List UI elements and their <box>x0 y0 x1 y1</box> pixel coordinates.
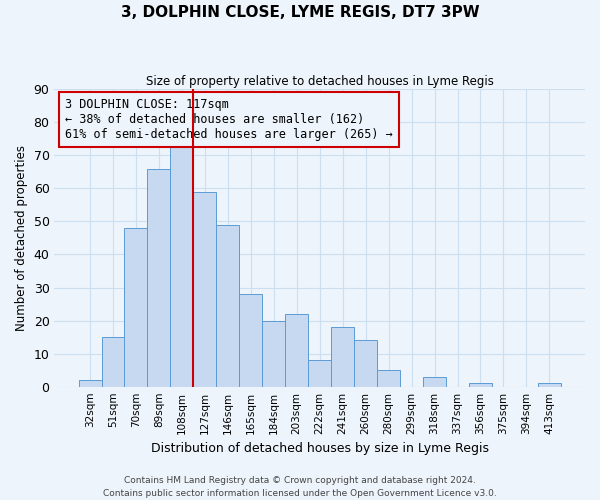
Title: Size of property relative to detached houses in Lyme Regis: Size of property relative to detached ho… <box>146 75 494 88</box>
Bar <box>354 340 377 386</box>
Text: 3 DOLPHIN CLOSE: 117sqm
← 38% of detached houses are smaller (162)
61% of semi-d: 3 DOLPHIN CLOSE: 117sqm ← 38% of detache… <box>65 98 393 141</box>
Bar <box>331 327 354 386</box>
Bar <box>285 314 308 386</box>
Bar <box>148 168 170 386</box>
Bar <box>101 337 124 386</box>
Text: 3, DOLPHIN CLOSE, LYME REGIS, DT7 3PW: 3, DOLPHIN CLOSE, LYME REGIS, DT7 3PW <box>121 5 479 20</box>
Text: Contains HM Land Registry data © Crown copyright and database right 2024.
Contai: Contains HM Land Registry data © Crown c… <box>103 476 497 498</box>
Bar <box>170 146 193 386</box>
Bar <box>239 294 262 386</box>
Bar <box>377 370 400 386</box>
Bar <box>217 224 239 386</box>
Bar <box>308 360 331 386</box>
Bar <box>423 377 446 386</box>
Bar <box>79 380 101 386</box>
Bar <box>193 192 217 386</box>
Bar <box>538 384 561 386</box>
Y-axis label: Number of detached properties: Number of detached properties <box>15 145 28 331</box>
Bar <box>262 320 285 386</box>
X-axis label: Distribution of detached houses by size in Lyme Regis: Distribution of detached houses by size … <box>151 442 489 455</box>
Bar <box>469 384 492 386</box>
Bar <box>124 228 148 386</box>
